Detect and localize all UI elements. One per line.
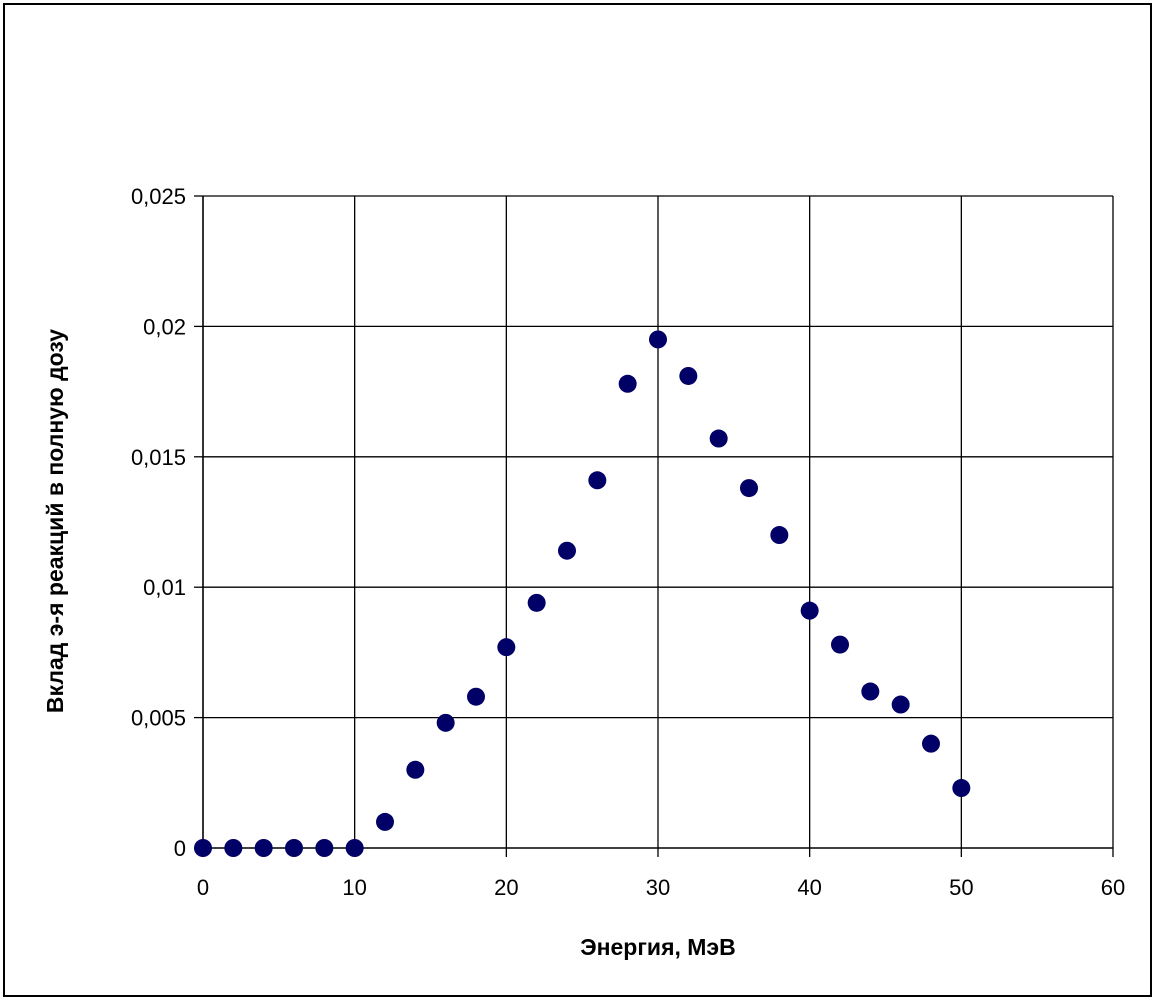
x-axis-title: Энергия, МэВ bbox=[580, 934, 736, 960]
data-point bbox=[861, 682, 880, 701]
data-point bbox=[497, 638, 516, 657]
data-point bbox=[527, 593, 546, 612]
data-points bbox=[194, 330, 971, 857]
data-point bbox=[558, 541, 576, 560]
data-point bbox=[709, 429, 728, 448]
y-axis-title: Вклад э-я реакций в полную дозу bbox=[42, 329, 68, 713]
data-point bbox=[740, 479, 758, 498]
x-tick-label: 0 bbox=[197, 875, 209, 900]
data-point bbox=[952, 779, 971, 798]
data-point bbox=[376, 812, 394, 831]
data-point bbox=[224, 839, 243, 857]
x-tick-label: 60 bbox=[1101, 875, 1125, 900]
grid bbox=[203, 195, 1114, 848]
y-tick-label: 0,02 bbox=[143, 314, 186, 339]
data-point bbox=[436, 713, 455, 732]
data-point bbox=[679, 366, 698, 385]
y-tick-label: 0,025 bbox=[131, 184, 186, 209]
chart-border bbox=[3, 3, 1152, 997]
x-tick-label: 20 bbox=[494, 875, 518, 900]
x-tick-label: 50 bbox=[949, 875, 973, 900]
x-tick-label: 40 bbox=[797, 875, 821, 900]
data-point bbox=[285, 839, 303, 857]
y-tick-label: 0,005 bbox=[131, 706, 186, 731]
x-tick-label: 10 bbox=[342, 875, 366, 900]
data-point bbox=[194, 839, 212, 857]
data-point bbox=[922, 734, 940, 753]
data-point bbox=[770, 526, 789, 545]
data-point bbox=[588, 471, 607, 490]
data-point bbox=[315, 839, 334, 857]
data-point bbox=[254, 839, 273, 857]
tick-labels: 0 0,005 0,01 0,015 0,02 0,025 0 10 20 30 40 50 60 bbox=[131, 184, 1125, 900]
data-point bbox=[618, 374, 637, 393]
data-point bbox=[649, 330, 667, 349]
data-point bbox=[891, 695, 910, 714]
data-point bbox=[345, 839, 364, 857]
x-tick-label: 30 bbox=[646, 875, 670, 900]
y-tick-label: 0,01 bbox=[143, 575, 186, 600]
y-tick-label: 0,015 bbox=[131, 445, 186, 470]
data-point bbox=[406, 760, 425, 779]
data-point bbox=[467, 687, 485, 706]
y-tick-label: 0 bbox=[174, 836, 186, 861]
data-point bbox=[800, 601, 819, 620]
data-point bbox=[831, 635, 849, 654]
